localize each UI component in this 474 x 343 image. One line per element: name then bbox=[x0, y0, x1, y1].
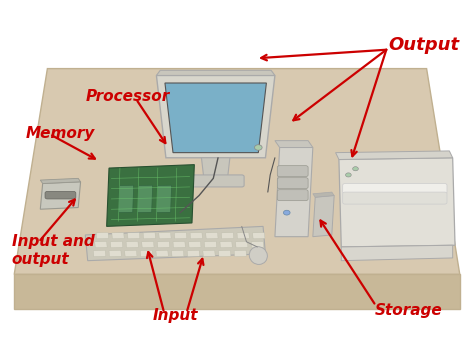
Polygon shape bbox=[156, 75, 275, 158]
Polygon shape bbox=[219, 250, 231, 257]
FancyBboxPatch shape bbox=[45, 191, 76, 199]
Polygon shape bbox=[336, 151, 453, 159]
Polygon shape bbox=[189, 241, 201, 248]
Polygon shape bbox=[142, 241, 154, 248]
Polygon shape bbox=[201, 158, 230, 178]
Polygon shape bbox=[206, 233, 218, 239]
Polygon shape bbox=[250, 250, 262, 257]
Polygon shape bbox=[173, 241, 185, 248]
Polygon shape bbox=[203, 250, 215, 257]
Text: Input and
output: Input and output bbox=[12, 234, 95, 267]
Polygon shape bbox=[313, 196, 334, 237]
Text: Storage: Storage bbox=[374, 303, 442, 318]
Polygon shape bbox=[313, 192, 334, 197]
FancyBboxPatch shape bbox=[277, 190, 308, 201]
FancyBboxPatch shape bbox=[343, 184, 447, 194]
Polygon shape bbox=[110, 241, 123, 248]
Polygon shape bbox=[275, 141, 313, 147]
Polygon shape bbox=[128, 233, 140, 239]
Polygon shape bbox=[137, 185, 153, 213]
Polygon shape bbox=[109, 250, 121, 257]
Polygon shape bbox=[95, 241, 107, 248]
Polygon shape bbox=[93, 250, 106, 257]
Polygon shape bbox=[220, 241, 232, 248]
Text: Input: Input bbox=[153, 308, 198, 323]
Polygon shape bbox=[237, 233, 249, 239]
Polygon shape bbox=[85, 226, 265, 261]
Text: Memory: Memory bbox=[26, 126, 95, 141]
Polygon shape bbox=[14, 274, 460, 309]
Ellipse shape bbox=[249, 247, 267, 264]
Polygon shape bbox=[204, 241, 217, 248]
Polygon shape bbox=[190, 233, 202, 239]
Polygon shape bbox=[156, 185, 172, 213]
Polygon shape bbox=[112, 233, 124, 239]
Circle shape bbox=[346, 173, 351, 177]
Circle shape bbox=[283, 210, 290, 215]
Polygon shape bbox=[140, 250, 153, 257]
Polygon shape bbox=[172, 250, 184, 257]
Polygon shape bbox=[14, 69, 460, 274]
Polygon shape bbox=[165, 83, 266, 153]
Polygon shape bbox=[341, 245, 453, 261]
Polygon shape bbox=[174, 233, 187, 239]
Polygon shape bbox=[251, 241, 264, 248]
Polygon shape bbox=[143, 233, 155, 239]
Polygon shape bbox=[96, 233, 109, 239]
Polygon shape bbox=[156, 70, 275, 75]
FancyBboxPatch shape bbox=[343, 192, 447, 204]
Polygon shape bbox=[187, 250, 200, 257]
Polygon shape bbox=[234, 250, 246, 257]
Polygon shape bbox=[118, 185, 134, 213]
Circle shape bbox=[353, 167, 358, 171]
Polygon shape bbox=[236, 241, 248, 248]
Polygon shape bbox=[275, 147, 313, 237]
Polygon shape bbox=[40, 182, 81, 209]
Polygon shape bbox=[253, 233, 265, 239]
Polygon shape bbox=[339, 158, 455, 247]
Text: Processor: Processor bbox=[86, 88, 170, 104]
Polygon shape bbox=[159, 233, 171, 239]
Polygon shape bbox=[107, 165, 194, 226]
Text: Output: Output bbox=[389, 36, 460, 54]
Polygon shape bbox=[157, 241, 170, 248]
Polygon shape bbox=[221, 233, 234, 239]
Polygon shape bbox=[126, 241, 138, 248]
Polygon shape bbox=[40, 178, 81, 184]
Polygon shape bbox=[156, 250, 168, 257]
FancyBboxPatch shape bbox=[277, 166, 308, 177]
Circle shape bbox=[255, 145, 262, 150]
FancyBboxPatch shape bbox=[277, 178, 308, 189]
FancyBboxPatch shape bbox=[187, 175, 244, 187]
Polygon shape bbox=[125, 250, 137, 257]
